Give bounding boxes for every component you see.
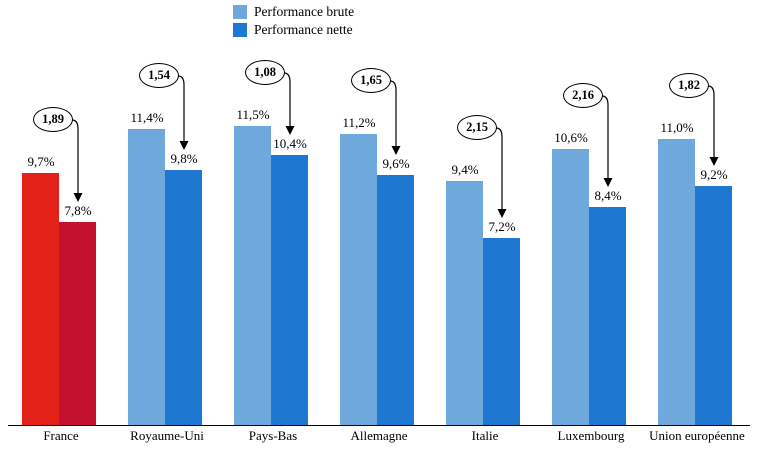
bar-group-italie: 2,15 9,4% 7,2% Italie (432, 0, 538, 443)
legend-item-nette: Performance nette (233, 23, 354, 37)
nette-value-label: 10,4% (273, 136, 307, 151)
brute-value-label: 11,0% (660, 120, 694, 135)
brute-bar (446, 181, 483, 425)
diff-value: 2,15 (466, 120, 488, 134)
nette-value-label: 7,2% (488, 219, 516, 234)
category-label: Luxembourg (557, 428, 625, 443)
brute-value-label: 11,2% (342, 115, 376, 130)
diff-ellipse: 1,08 (245, 60, 285, 85)
brute-bar (340, 134, 377, 425)
diff-value: 1,65 (360, 73, 382, 87)
brute-value-label: 9,4% (451, 162, 479, 177)
bar-group-france: 1,89 9,7% 7,8% France (8, 0, 114, 443)
nette-bar (271, 155, 308, 425)
x-axis-line (8, 425, 750, 426)
brute-value-label: 10,6% (554, 130, 588, 145)
diff-value: 1,54 (148, 68, 170, 82)
diff-ellipse: 1,65 (351, 68, 391, 93)
nette-bar (59, 222, 96, 425)
brute-value-label: 9,7% (27, 154, 55, 169)
category-label: Italie (471, 428, 499, 443)
category-label: Pays-Bas (248, 428, 298, 443)
diff-value: 1,89 (42, 112, 64, 126)
brute-bar (658, 139, 695, 425)
diff-ellipse: 1,82 (669, 73, 709, 98)
nette-bar (165, 170, 202, 425)
brute-bar (234, 126, 271, 425)
bar-group-royaume-uni: 1,54 11,4% 9,8% Royaume-Uni (114, 0, 220, 443)
diff-ellipse: 1,54 (139, 63, 179, 88)
nette-bar (377, 175, 414, 425)
legend: Performance brute Performance nette (233, 5, 354, 41)
bar-groups: 1,89 9,7% 7,8% France 1,54 11,4% 9,8% Ro… (8, 0, 750, 443)
nette-value-label: 8,4% (594, 188, 622, 203)
bar-group-union-europeenne: 1,82 11,0% 9,2% Union européenne (644, 0, 750, 443)
brute-bar (552, 149, 589, 425)
diff-value: 1,82 (678, 78, 700, 92)
brute-bar (128, 129, 165, 425)
legend-item-brute: Performance brute (233, 5, 354, 19)
bar-group-luxembourg: 2,16 10,6% 8,4% Luxembourg (538, 0, 644, 443)
category-label: Royaume-Uni (130, 428, 204, 443)
bar-group-allemagne: 1,65 11,2% 9,6% Allemagne (326, 0, 432, 443)
diff-ellipse: 2,16 (563, 83, 603, 108)
diff-ellipse: 1,89 (33, 107, 73, 132)
legend-label-brute: Performance brute (254, 4, 355, 19)
diff-value: 2,16 (572, 88, 594, 102)
diff-value: 1,08 (254, 65, 276, 79)
bar-group-pays-bas: 1,08 11,5% 10,4% Pays-Bas (220, 0, 326, 443)
nette-value-label: 7,8% (64, 203, 92, 218)
nette-value-label: 9,8% (170, 151, 198, 166)
brute-value-label: 11,5% (236, 107, 270, 122)
category-label: France (43, 428, 79, 443)
category-label: Allemagne (350, 428, 408, 443)
nette-value-label: 9,6% (382, 156, 410, 171)
diff-ellipse: 2,15 (457, 115, 497, 140)
legend-label-nette: Performance nette (254, 22, 353, 37)
brute-value-label: 11,4% (130, 110, 164, 125)
nette-value-label: 9,2% (700, 167, 728, 182)
legend-swatch-brute (233, 5, 247, 19)
category-label: Union européenne (649, 428, 745, 443)
legend-swatch-nette (233, 23, 247, 37)
brute-bar (22, 173, 59, 425)
nette-bar (589, 207, 626, 425)
nette-bar (483, 238, 520, 425)
nette-bar (695, 186, 732, 425)
